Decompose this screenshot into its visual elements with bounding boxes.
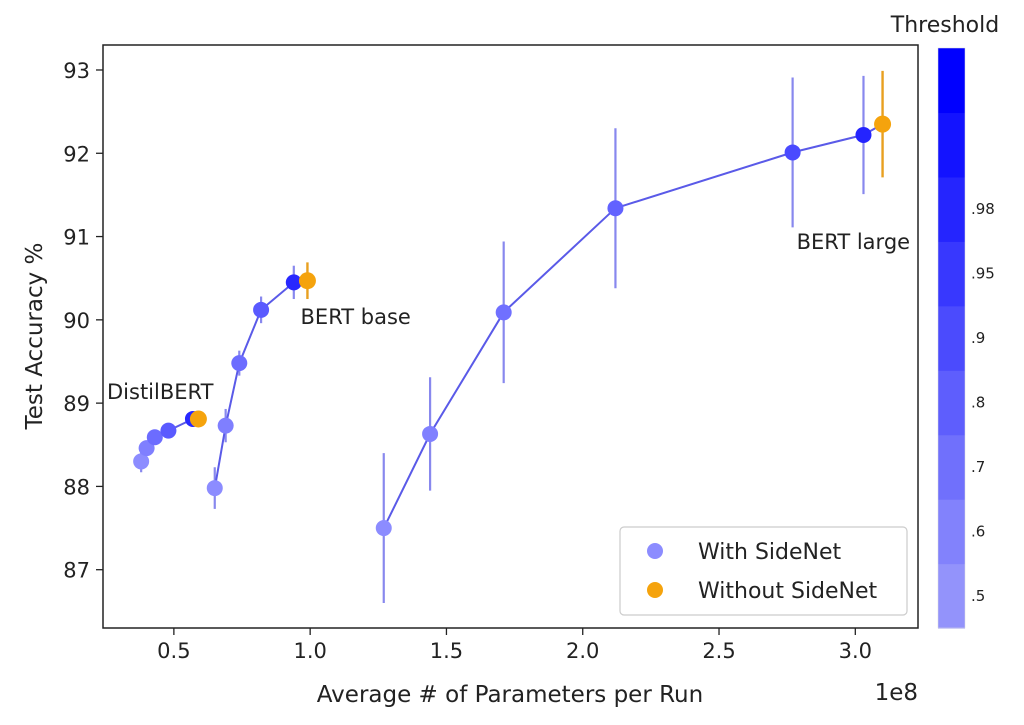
colorbar-ticks: .5 .6 .7 .8 .9 .95 .98 bbox=[971, 200, 995, 605]
point-with-sidenet bbox=[231, 355, 248, 372]
plot-frame bbox=[102, 44, 919, 629]
point-with-sidenet bbox=[422, 425, 439, 442]
y-axis-label: Test Accuracy % bbox=[22, 243, 48, 431]
point-with-sidenet bbox=[217, 417, 234, 434]
x-tick-label: 1.5 bbox=[430, 639, 463, 663]
series-lines bbox=[140, 123, 884, 529]
colorbar-frame bbox=[937, 47, 966, 629]
legend-marker-without-sidenet bbox=[647, 582, 663, 598]
x-tick-label: 1.0 bbox=[293, 639, 326, 663]
y-axis-ticks: 87 88 89 90 91 92 93 bbox=[63, 59, 103, 583]
legend-label-without-sidenet: Without SideNet bbox=[698, 579, 878, 604]
colorbar-tick-label: .95 bbox=[971, 265, 995, 283]
point-with-sidenet bbox=[784, 144, 801, 161]
colorbar-tick-label: .6 bbox=[971, 522, 985, 540]
colorbar-tick-label: .7 bbox=[971, 458, 985, 476]
colorbar-band bbox=[938, 434, 965, 500]
colorbar-tick-label: .9 bbox=[971, 329, 985, 347]
point-with-sidenet bbox=[146, 429, 163, 446]
model-label: BERT base bbox=[301, 305, 411, 329]
legend-label-with-sidenet: With SideNet bbox=[698, 540, 842, 565]
colorbar-tick-label: .98 bbox=[971, 200, 995, 218]
point-with-sidenet bbox=[285, 274, 302, 291]
colorbar-band bbox=[938, 563, 965, 629]
point-with-sidenet bbox=[138, 440, 155, 457]
x-tick-label: 2.5 bbox=[702, 639, 735, 663]
x-tick-label: 2.0 bbox=[566, 639, 599, 663]
colorbar-title: Threshold bbox=[890, 13, 999, 38]
legend-box bbox=[619, 526, 908, 616]
y-tick-label: 91 bbox=[63, 226, 90, 250]
model-label: DistilBERT bbox=[107, 380, 214, 404]
y-tick-label: 88 bbox=[63, 475, 90, 499]
colorbar-bands bbox=[938, 48, 965, 629]
colorbar-tick-label: .8 bbox=[971, 393, 985, 411]
point-with-sidenet bbox=[495, 304, 512, 321]
colorbar-band bbox=[938, 48, 965, 114]
x-tick-label: 3.0 bbox=[839, 639, 872, 663]
data-points bbox=[133, 115, 892, 537]
legend-marker-with-sidenet bbox=[647, 543, 663, 559]
y-tick-label: 89 bbox=[63, 392, 90, 416]
series-line-2 bbox=[382, 123, 884, 529]
colorbar-tick-label: .5 bbox=[971, 587, 985, 605]
point-without-sidenet bbox=[874, 115, 892, 133]
model-annotations: DistilBERT BERT base BERT large bbox=[107, 230, 910, 404]
point-with-sidenet bbox=[375, 520, 392, 537]
point-with-sidenet bbox=[160, 422, 177, 439]
x-axis-ticks: 0.5 1.0 1.5 2.0 2.5 3.0 bbox=[157, 628, 872, 663]
x-axis-offset-label: 1e8 bbox=[875, 680, 918, 706]
colorbar-band bbox=[938, 176, 965, 242]
point-with-sidenet bbox=[133, 453, 150, 470]
x-tick-label: 0.5 bbox=[157, 639, 190, 663]
point-with-sidenet bbox=[607, 200, 624, 217]
point-without-sidenet bbox=[189, 410, 207, 428]
y-tick-label: 87 bbox=[63, 559, 90, 583]
point-without-sidenet bbox=[298, 272, 316, 290]
point-with-sidenet bbox=[855, 126, 872, 143]
point-with-sidenet bbox=[206, 480, 223, 497]
error-bars bbox=[140, 70, 884, 604]
point-with-sidenet bbox=[253, 301, 270, 318]
x-axis-label: Average # of Parameters per Run bbox=[317, 682, 703, 708]
colorbar-band bbox=[938, 241, 965, 307]
colorbar: Threshold .5 .6 .7 .8 .9 .95 .98 bbox=[890, 13, 999, 629]
legend: With SideNet Without SideNet bbox=[619, 526, 908, 616]
colorbar-band bbox=[938, 305, 965, 371]
colorbar-band bbox=[938, 112, 965, 178]
y-tick-label: 93 bbox=[63, 59, 90, 83]
model-label: BERT large bbox=[797, 230, 910, 254]
colorbar-band bbox=[938, 370, 965, 436]
colorbar-band bbox=[938, 499, 965, 565]
y-tick-label: 92 bbox=[63, 142, 90, 166]
y-tick-label: 90 bbox=[63, 309, 90, 333]
